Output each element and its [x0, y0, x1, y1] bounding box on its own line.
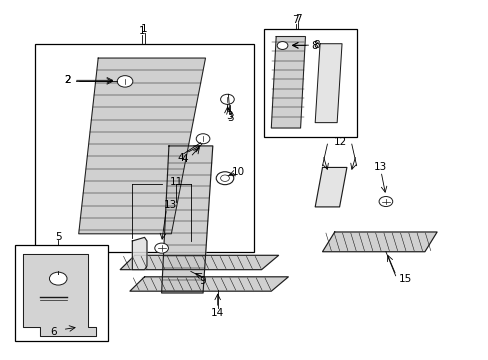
Text: 4: 4	[182, 154, 188, 164]
Text: 14: 14	[211, 308, 224, 318]
Text: 2: 2	[64, 75, 71, 85]
Text: 10: 10	[232, 167, 244, 177]
Text: 7: 7	[292, 15, 298, 26]
Text: 13: 13	[163, 200, 177, 210]
Polygon shape	[120, 255, 278, 270]
Text: 9: 9	[199, 276, 206, 286]
Polygon shape	[322, 232, 436, 252]
Polygon shape	[161, 146, 212, 293]
Text: 12: 12	[333, 138, 346, 147]
Text: 1: 1	[141, 24, 147, 35]
Text: 4: 4	[178, 153, 184, 163]
Polygon shape	[315, 167, 346, 207]
Circle shape	[220, 94, 234, 104]
Polygon shape	[315, 44, 341, 123]
Circle shape	[220, 175, 229, 181]
Circle shape	[155, 243, 168, 253]
Text: 8: 8	[313, 40, 319, 50]
Circle shape	[117, 76, 133, 87]
Bar	[264, 30, 356, 137]
Polygon shape	[132, 237, 147, 270]
Text: 5: 5	[55, 232, 61, 242]
Text: 13: 13	[373, 162, 386, 172]
Text: 6: 6	[50, 327, 57, 337]
Bar	[35, 44, 254, 252]
Text: 15: 15	[398, 274, 411, 284]
Text: 1: 1	[139, 26, 145, 36]
Circle shape	[277, 41, 287, 49]
Circle shape	[196, 134, 209, 144]
Text: 8: 8	[310, 41, 317, 50]
Text: 3: 3	[227, 113, 234, 123]
Text: 7: 7	[294, 14, 301, 24]
Circle shape	[49, 272, 67, 285]
Text: 3: 3	[226, 111, 233, 121]
Polygon shape	[130, 277, 288, 291]
Circle shape	[378, 197, 392, 207]
Polygon shape	[271, 37, 305, 128]
Polygon shape	[79, 58, 205, 234]
Polygon shape	[22, 253, 96, 336]
Circle shape	[216, 172, 233, 185]
Text: 2: 2	[64, 75, 71, 85]
Text: 11: 11	[169, 177, 183, 187]
Bar	[15, 244, 108, 341]
